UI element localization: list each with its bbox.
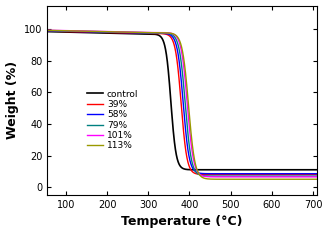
101% <box>45 29 49 32</box>
39% <box>149 32 153 35</box>
79% <box>281 175 285 177</box>
control <box>76 31 80 34</box>
79% <box>76 30 80 33</box>
39% <box>76 30 80 33</box>
101% <box>299 176 303 178</box>
58% <box>92 30 96 33</box>
58% <box>76 30 80 33</box>
58% <box>160 32 164 35</box>
79% <box>160 32 164 34</box>
113% <box>303 178 307 181</box>
39% <box>285 173 289 176</box>
101% <box>92 30 96 33</box>
Line: 113%: 113% <box>47 30 317 179</box>
79% <box>315 175 319 177</box>
101% <box>149 31 153 34</box>
control <box>310 168 314 171</box>
113% <box>149 31 153 34</box>
control <box>45 30 49 33</box>
58% <box>281 172 285 175</box>
control <box>160 38 164 40</box>
control <box>92 31 96 34</box>
101% <box>281 176 285 178</box>
Y-axis label: Weight (%): Weight (%) <box>6 61 19 139</box>
39% <box>92 31 96 34</box>
control <box>265 168 269 171</box>
113% <box>281 178 285 181</box>
Line: 101%: 101% <box>47 30 317 177</box>
control <box>281 168 285 171</box>
Legend: control, 39%, 58%, 79%, 101%, 113%: control, 39%, 58%, 79%, 101%, 113% <box>87 90 138 150</box>
control <box>315 168 319 171</box>
101% <box>315 176 319 178</box>
39% <box>281 173 285 176</box>
58% <box>315 172 319 175</box>
113% <box>92 30 96 33</box>
Line: 79%: 79% <box>47 30 317 176</box>
101% <box>76 29 80 32</box>
79% <box>310 175 314 177</box>
39% <box>310 173 314 176</box>
Line: control: control <box>47 32 317 170</box>
113% <box>310 178 314 181</box>
113% <box>315 178 319 181</box>
58% <box>149 32 153 35</box>
101% <box>160 31 164 34</box>
Line: 39%: 39% <box>47 31 317 175</box>
39% <box>45 30 49 33</box>
113% <box>45 29 49 32</box>
79% <box>149 31 153 34</box>
79% <box>294 175 298 177</box>
79% <box>92 30 96 33</box>
X-axis label: Temperature (°C): Temperature (°C) <box>121 216 243 228</box>
58% <box>45 29 49 32</box>
101% <box>310 176 314 178</box>
58% <box>290 172 294 175</box>
113% <box>76 30 80 33</box>
39% <box>160 32 164 35</box>
control <box>149 33 153 35</box>
39% <box>315 173 319 176</box>
79% <box>45 29 49 32</box>
113% <box>160 31 164 34</box>
58% <box>310 172 314 175</box>
Line: 58%: 58% <box>47 31 317 174</box>
